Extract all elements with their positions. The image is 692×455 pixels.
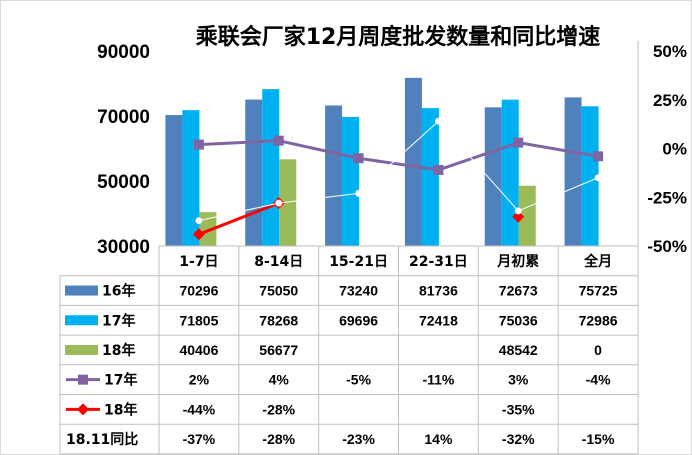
bar bbox=[325, 105, 343, 246]
line-marker-circle bbox=[275, 199, 283, 207]
table-cell: 69696 bbox=[339, 312, 378, 328]
line-marker-square bbox=[593, 151, 604, 162]
data-table: 1-7日 8-14日 15-21日 22-31日 月初累 全月 16年 70296 75050 7… bbox=[59, 245, 639, 455]
series-line bbox=[198, 139, 599, 172]
table-cell: -32% bbox=[502, 431, 535, 447]
right-axis-tick-label: -50% bbox=[647, 237, 687, 256]
table-cell: 40406 bbox=[179, 342, 218, 358]
right-axis-tick-label: 0% bbox=[662, 140, 687, 159]
line-marker-circle bbox=[434, 117, 442, 125]
table-cell: 71805 bbox=[179, 312, 218, 328]
table-cell: -37% bbox=[183, 431, 216, 447]
line-marker-diamond bbox=[77, 403, 89, 416]
table-cell: 4% bbox=[269, 372, 290, 388]
line-marker-diamond bbox=[512, 210, 525, 223]
line-marker-circle bbox=[594, 174, 602, 182]
axes: 30000 50000 70000 90000 -50% -25% 0% 25% 50% bbox=[97, 41, 687, 258]
table-cell: 3% bbox=[508, 372, 529, 388]
legend-label: 17年 bbox=[102, 312, 135, 329]
category-label: 1-7日 bbox=[179, 254, 218, 270]
left-axis-tick-label: 50000 bbox=[97, 172, 150, 193]
series-line bbox=[198, 120, 599, 222]
table-cell: 75725 bbox=[579, 283, 618, 299]
bar bbox=[279, 159, 297, 246]
bar bbox=[165, 115, 183, 247]
bar bbox=[342, 116, 360, 246]
category-label: 全月 bbox=[583, 253, 612, 270]
table-cell: -23% bbox=[342, 431, 375, 447]
legend-key bbox=[65, 344, 98, 355]
table-cell: -28% bbox=[262, 431, 295, 447]
table-cell: -28% bbox=[262, 401, 295, 417]
line-marker-square bbox=[193, 139, 204, 150]
bar bbox=[581, 106, 599, 246]
table-cell: -4% bbox=[586, 372, 611, 388]
chart-title: 乘联会厂家12月周度批发数量和同比增速 bbox=[195, 24, 601, 50]
left-axis-tick-label: 30000 bbox=[97, 237, 150, 258]
legend-label: 17年 bbox=[104, 372, 137, 389]
table-cell: 72418 bbox=[419, 312, 458, 328]
table-cell: 81736 bbox=[419, 283, 458, 299]
table-cell: -5% bbox=[346, 372, 371, 388]
table-cell: 73240 bbox=[339, 283, 378, 299]
line-marker-circle bbox=[195, 217, 203, 225]
bar bbox=[564, 97, 582, 246]
table-cell: -44% bbox=[183, 401, 216, 417]
legend-label: 18年 bbox=[104, 401, 137, 418]
lines bbox=[192, 117, 604, 241]
table-cell: 70296 bbox=[179, 283, 218, 299]
bar bbox=[484, 107, 502, 247]
bar bbox=[404, 77, 422, 246]
table-cell: -15% bbox=[582, 431, 615, 447]
right-axis-tick-label: 50% bbox=[653, 42, 687, 61]
bar bbox=[245, 99, 263, 247]
table-cell: 2% bbox=[189, 372, 210, 388]
line-marker-square bbox=[78, 374, 88, 385]
legend-key bbox=[65, 315, 98, 326]
category-label: 15-21日 bbox=[329, 254, 388, 270]
line-marker-circle bbox=[355, 189, 363, 197]
category-label: 8-14日 bbox=[254, 254, 303, 270]
table-cell: 75036 bbox=[499, 312, 538, 328]
bar bbox=[421, 108, 439, 246]
legend-label: 16年 bbox=[102, 283, 135, 300]
table-cell: 56677 bbox=[259, 342, 298, 358]
table-cell: 48542 bbox=[499, 342, 538, 358]
bar bbox=[501, 99, 519, 247]
series-line bbox=[198, 201, 280, 236]
right-axis-tick-label: 25% bbox=[653, 91, 687, 110]
left-axis-tick-label: 70000 bbox=[97, 107, 150, 128]
line-marker-square bbox=[513, 137, 524, 148]
table-cell: 14% bbox=[424, 431, 453, 447]
left-axis-tick-label: 90000 bbox=[97, 42, 150, 63]
table-cell: 0 bbox=[594, 342, 602, 358]
table-cell: 75050 bbox=[259, 283, 298, 299]
bar bbox=[199, 212, 217, 246]
line-marker-square bbox=[273, 135, 284, 146]
table-cell: 78268 bbox=[259, 312, 298, 328]
line-marker-square bbox=[353, 153, 364, 164]
right-axis-tick-label: -25% bbox=[647, 188, 687, 207]
table-cell: -11% bbox=[422, 372, 454, 388]
category-label: 月初累 bbox=[496, 253, 539, 270]
legend-key bbox=[65, 285, 98, 296]
bar bbox=[518, 185, 536, 246]
table-cell: 72986 bbox=[579, 312, 618, 328]
line-marker-diamond bbox=[192, 228, 205, 241]
legend-label: 18年 bbox=[102, 342, 135, 359]
table-cell: -35% bbox=[502, 401, 535, 417]
table-cell: 72673 bbox=[499, 283, 538, 299]
line-marker-square bbox=[433, 164, 444, 175]
bar bbox=[182, 110, 200, 246]
bar bbox=[262, 89, 280, 246]
legend-label: 18.11同比 bbox=[66, 431, 138, 448]
line-marker-circle bbox=[514, 207, 522, 215]
category-label: 22-31日 bbox=[409, 254, 468, 270]
